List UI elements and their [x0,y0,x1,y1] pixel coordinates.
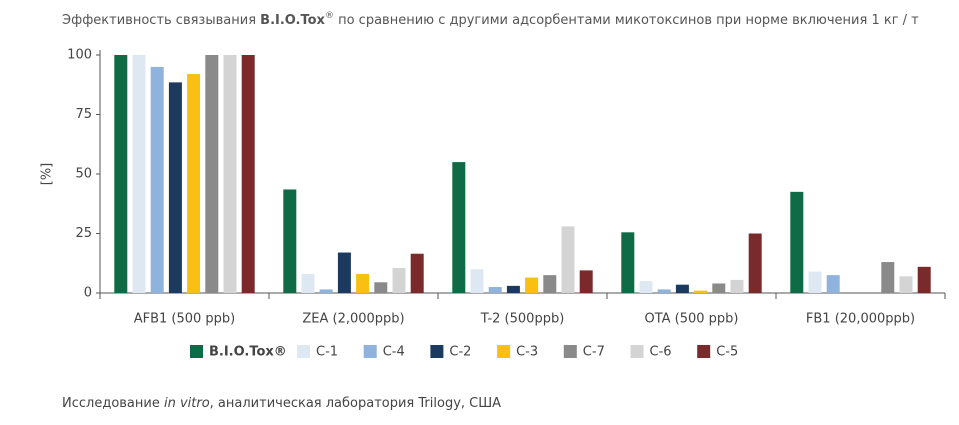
x-tick-label: T-2 (500ppb) [480,312,565,327]
title-part: по сравнению с другими адсорбентами мико… [334,13,919,28]
legend-label: C-1 [316,345,338,360]
legend-label: C-6 [650,345,672,360]
chart-title: Эффективность связывания B.I.O.Tox® по с… [62,11,919,28]
bar [881,262,895,293]
y-tick-label: 50 [75,167,92,182]
x-tick-label: FB1 (20,000ppb) [806,312,915,327]
legend-label: C-4 [383,345,405,360]
bar [319,289,333,293]
x-tick-label: OTA (500 ppb) [644,312,738,327]
bar [132,55,146,293]
bar [543,275,557,293]
legend-swatch [630,345,644,358]
bar [187,74,201,293]
bar [694,290,708,293]
y-axis-label: [%] [40,163,55,186]
note-part: , аналитическая лаборатория Trilogy, США [210,396,501,411]
legend-swatch [363,345,377,358]
x-tick-label: ZEA (2,000ppb) [302,312,404,327]
bar [392,268,406,293]
bar [506,285,520,293]
bar [356,273,370,293]
legend-label: C-5 [716,345,738,360]
bar [748,233,762,293]
x-tick-label: AFB1 (500 ppb) [134,312,236,327]
bar [241,55,255,293]
note: Исследование in vitro, аналитическая лаб… [62,396,501,411]
bar [657,289,671,293]
note-part: in vitro [164,396,210,411]
bar [301,273,315,293]
legend-swatch [563,345,577,358]
bar [150,66,164,294]
title-part: Эффективность связывания [62,13,260,28]
bar [470,269,484,293]
legend-swatch [430,345,444,358]
bar [223,55,237,293]
bar [561,226,575,293]
bar [639,281,653,293]
bar [114,55,128,293]
bar [168,82,182,294]
bar [488,287,502,293]
legend-swatch [297,345,310,358]
bar [374,282,388,293]
legend-label: B.I.O.Tox® [209,345,287,360]
bar [675,284,689,293]
bar [525,277,539,293]
bar [826,275,840,293]
bar [790,191,804,293]
bar [452,162,466,293]
bar [337,252,351,293]
legend-label: C-2 [449,345,471,360]
legend-label: C-3 [516,345,538,360]
y-tick-label: 100 [67,48,92,63]
note-part: Исследование [62,396,164,411]
bar [205,55,219,293]
title-part: ® [325,11,334,21]
bar [712,283,726,293]
bar [621,232,635,293]
title-part: B.I.O.Tox [260,13,325,28]
bar [410,253,424,293]
bar [808,271,822,293]
legend-swatch [190,345,203,358]
legend-label: C-7 [583,345,605,360]
bar [579,270,593,293]
bar [283,189,297,293]
y-tick-label: 0 [84,286,92,301]
bar [917,266,931,293]
bar [899,276,913,293]
legend-swatch [697,345,711,358]
bar [730,279,744,293]
y-tick-label: 25 [75,226,92,241]
y-tick-label: 75 [75,107,92,122]
legend-swatch [497,345,511,358]
